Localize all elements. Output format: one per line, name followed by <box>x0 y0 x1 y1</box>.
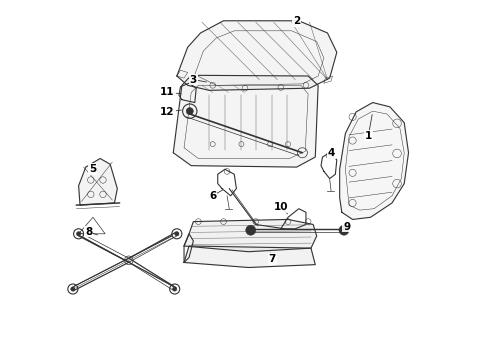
Polygon shape <box>177 21 337 90</box>
Text: 6: 6 <box>209 191 217 201</box>
Text: 3: 3 <box>190 75 197 85</box>
Polygon shape <box>184 246 315 267</box>
Polygon shape <box>78 158 117 205</box>
Text: 8: 8 <box>85 227 92 237</box>
Text: 12: 12 <box>160 107 175 117</box>
Circle shape <box>71 287 75 291</box>
Text: 11: 11 <box>160 87 175 98</box>
Circle shape <box>172 287 177 291</box>
Text: 1: 1 <box>365 131 372 140</box>
Text: 5: 5 <box>89 164 97 174</box>
Text: 2: 2 <box>293 16 300 26</box>
Circle shape <box>339 225 349 235</box>
Text: 7: 7 <box>269 254 276 264</box>
Polygon shape <box>173 75 318 167</box>
Circle shape <box>245 225 256 235</box>
Polygon shape <box>340 103 409 220</box>
Text: 9: 9 <box>343 222 350 231</box>
Polygon shape <box>184 220 317 252</box>
Circle shape <box>76 231 81 236</box>
Circle shape <box>175 231 179 236</box>
Circle shape <box>186 108 194 115</box>
Text: 10: 10 <box>273 202 288 212</box>
Text: 4: 4 <box>327 148 335 158</box>
